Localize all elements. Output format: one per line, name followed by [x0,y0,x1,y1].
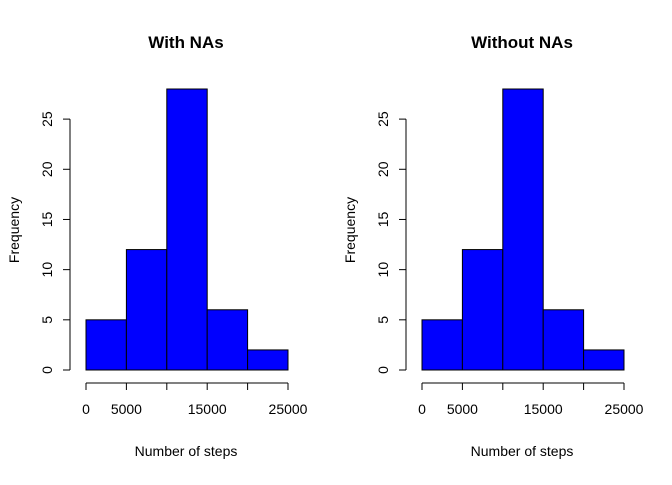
x-tick-label: 15000 [524,401,563,417]
histogram-bar [166,88,208,371]
x-tick-label: 25000 [269,401,308,417]
histogram-bar [206,309,249,371]
y-tick-label: 15 [39,211,55,227]
y-tick-label: 20 [39,161,55,177]
x-tick-label: 15000 [188,401,227,417]
histogram-bar [583,349,625,371]
histogram-bar [125,249,168,371]
y-axis-label: Frequency [6,197,22,263]
x-tick-label: 5000 [111,401,142,417]
y-tick-label: 10 [375,262,391,278]
histogram-bar [502,88,544,371]
x-tick-label: 0 [418,401,426,417]
chart-title: With NAs [148,33,223,52]
histogram-bar [461,249,504,371]
y-tick-label: 0 [375,366,391,374]
y-tick-label: 5 [375,316,391,324]
histogram-bar [247,349,289,371]
histogram-bar [85,319,127,371]
y-tick-label: 25 [375,111,391,127]
y-tick-label: 20 [375,161,391,177]
y-tick-label: 25 [39,111,55,127]
x-axis-label: Number of steps [135,443,238,459]
x-tick-label: 25000 [605,401,644,417]
y-axis-label: Frequency [342,197,358,263]
x-tick-label: 0 [82,401,90,417]
x-axis-label: Number of steps [471,443,574,459]
histogram-bar [421,319,463,371]
x-tick-label: 5000 [447,401,478,417]
histogram-panel-without-nas: Without NAs Frequency Number of steps 0 5… [342,33,644,459]
chart-title: Without NAs [471,33,573,52]
y-tick-label: 0 [39,366,55,374]
y-tick-label: 15 [375,211,391,227]
y-tick-label: 5 [39,316,55,324]
histogram-panel-with-nas: With NAs Frequency Number of steps 0 5 10 1… [6,33,308,459]
histogram-bar [542,309,585,371]
y-tick-label: 10 [39,262,55,278]
